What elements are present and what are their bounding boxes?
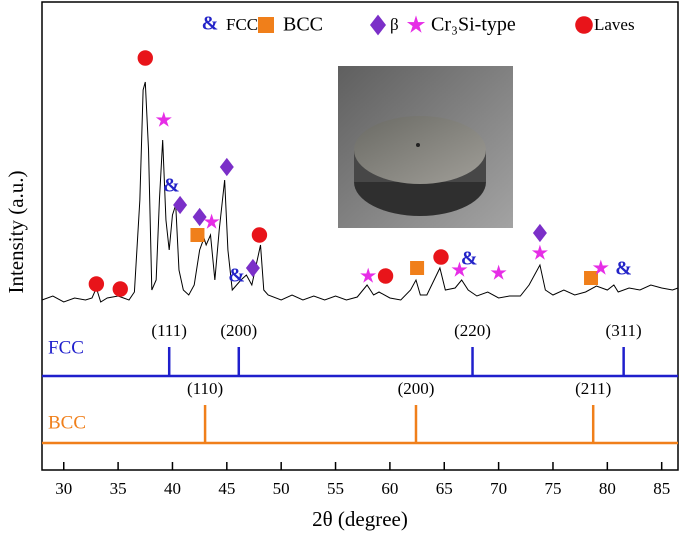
marker-glyph: & (615, 258, 632, 280)
marker-circle (433, 249, 449, 265)
legend-label: Laves (594, 15, 635, 34)
y-axis-title: Intensity (a.u.) (4, 170, 28, 293)
marker-star (592, 259, 609, 275)
marker-square (190, 228, 205, 242)
legend-label: Cr₃Si-type (431, 14, 516, 36)
x-tick-label: 85 (653, 479, 670, 498)
marker-star (451, 261, 468, 277)
marker-circle (88, 276, 105, 292)
marker-glyph: & (163, 175, 180, 197)
legend-symbol: & (202, 13, 219, 35)
x-tick-label: 50 (273, 479, 290, 498)
x-tick-label: 70 (490, 479, 507, 498)
x-axis-title: 2θ (degree) (312, 507, 408, 531)
marker-star (155, 111, 172, 127)
marker-circle (137, 50, 153, 66)
reference-hkl: (211) (575, 379, 611, 398)
x-tick-label: 40 (164, 479, 181, 498)
plot-frame (41, 1, 679, 471)
reference-hkl: (311) (606, 321, 642, 340)
marker-star (531, 244, 548, 260)
marker-diamond (173, 195, 188, 215)
xrd-trace (41, 81, 679, 303)
reference-hkl: (220) (454, 321, 491, 340)
legend-symbol (406, 15, 426, 33)
legend-label: β (390, 15, 399, 34)
x-tick-label: 30 (55, 479, 72, 498)
marker-glyph: & (461, 248, 478, 270)
x-tick-label: 35 (110, 479, 127, 498)
reference-name: FCC (48, 337, 84, 358)
reference-name: BCC (48, 412, 86, 433)
marker-glyph: & (228, 265, 245, 287)
reference-hkl: (110) (187, 379, 223, 398)
marker-circle (377, 268, 394, 284)
x-tick-label: 45 (218, 479, 235, 498)
x-tick-label: 75 (544, 479, 561, 498)
reference-hkl: (200) (220, 321, 257, 340)
marker-square (584, 271, 599, 285)
marker-star (203, 213, 220, 229)
x-tick-label: 55 (327, 479, 344, 498)
marker-diamond (219, 157, 234, 177)
marker-star (490, 264, 507, 280)
reference-hkl: (200) (398, 379, 435, 398)
legend-symbol (370, 14, 386, 36)
x-tick-label: 65 (436, 479, 453, 498)
legend-label: FCC (226, 15, 258, 34)
marker-diamond (245, 258, 260, 278)
marker-square (410, 261, 425, 275)
x-tick-label: 80 (599, 479, 616, 498)
marker-diamond (532, 223, 547, 243)
marker-circle (251, 227, 268, 243)
inset-photo (338, 66, 513, 228)
reference-hkl: (111) (151, 321, 187, 340)
legend-symbol (575, 16, 593, 34)
legend-label: BCC (283, 14, 323, 36)
marker-circle (112, 281, 128, 297)
legend-symbol (258, 17, 274, 33)
marker-star (360, 267, 377, 283)
marker-diamond (192, 207, 207, 227)
x-tick-label: 60 (381, 479, 398, 498)
